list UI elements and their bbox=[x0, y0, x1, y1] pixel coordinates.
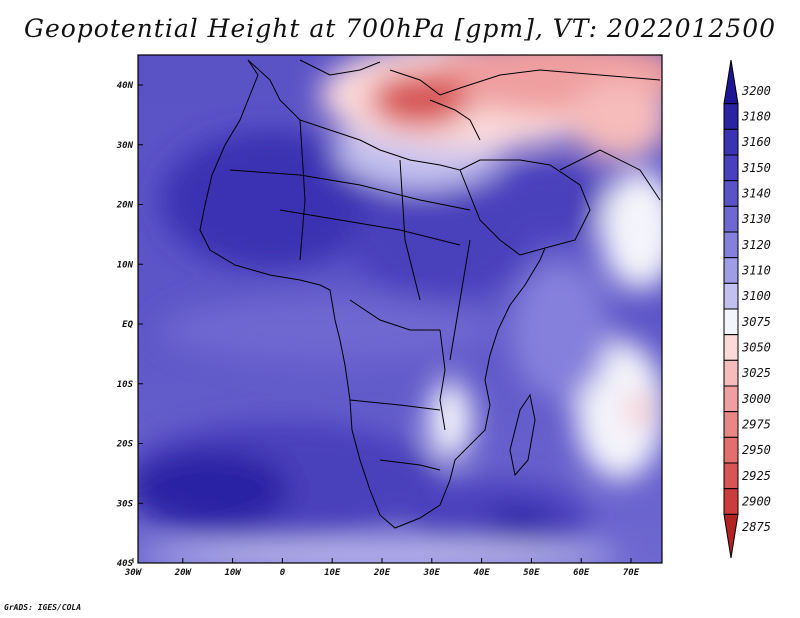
lon-label: 40E bbox=[473, 568, 490, 578]
lon-label: 30W bbox=[124, 568, 143, 578]
colorbar-label: 2975 bbox=[742, 418, 771, 432]
colorbar: 3200 3180 3160 3150 3140 3130 3120 3110 3100 3075… bbox=[723, 59, 771, 559]
colorbar-swatch bbox=[723, 205, 739, 233]
lon-label: 20W bbox=[174, 568, 193, 578]
longitude-labels: 30W 20W 10W 0 10E 20E 30E 40E 50E 60E 70E bbox=[124, 558, 640, 578]
colorbar-label: 3050 bbox=[741, 341, 771, 355]
lon-label: 10W bbox=[224, 568, 242, 578]
height-field bbox=[138, 55, 662, 563]
lat-label: 30N bbox=[116, 141, 134, 151]
colorbar-label: 2950 bbox=[742, 443, 771, 457]
colorbar-top-arrow bbox=[723, 59, 739, 105]
lat-label: 40S bbox=[117, 559, 134, 569]
colorbar-swatch bbox=[723, 436, 739, 464]
latitude-labels: 40N 30N 20N 10N EQ 10S 20S 30S 40S bbox=[116, 81, 143, 569]
colorbar-swatch bbox=[723, 385, 739, 413]
colorbar-swatch bbox=[723, 359, 739, 387]
colorbar-label: 3150 bbox=[741, 161, 771, 175]
colorbar-label: 3000 bbox=[741, 392, 771, 406]
lat-label: EQ bbox=[122, 320, 133, 330]
lon-label: 20E bbox=[373, 568, 391, 578]
colorbar-swatch bbox=[723, 462, 739, 490]
footer-credit: GrADS: IGES/COLA bbox=[4, 603, 82, 612]
lat-label: 40N bbox=[117, 81, 134, 91]
colorbar-label: 3075 bbox=[741, 315, 771, 329]
colorbar-label: 3025 bbox=[741, 366, 771, 380]
lat-label: 10N bbox=[117, 260, 134, 270]
colorbar-label: 3130 bbox=[741, 212, 771, 226]
lon-label: 0 bbox=[280, 568, 286, 578]
colorbar-label: 3140 bbox=[741, 187, 771, 201]
colorbar-swatch bbox=[723, 488, 739, 515]
colorbar-swatch bbox=[723, 180, 739, 207]
colorbar-swatch bbox=[723, 103, 739, 130]
map-frame bbox=[137, 54, 663, 564]
colorbar-swatch bbox=[723, 282, 739, 310]
colorbar-label: 2900 bbox=[742, 495, 771, 509]
lat-label: 30S bbox=[116, 499, 134, 509]
colorbar-swatch bbox=[723, 231, 739, 259]
colorbar-label: 3100 bbox=[741, 289, 771, 303]
colorbar-label: 3110 bbox=[741, 264, 771, 278]
lon-label: 70E bbox=[623, 568, 640, 578]
colorbar-label: 3160 bbox=[741, 135, 771, 149]
colorbar-label: 2875 bbox=[742, 520, 771, 534]
lat-label: 20S bbox=[116, 440, 134, 450]
map-title: Geopotential Height at 700hPa [gpm], VT:… bbox=[23, 14, 777, 43]
colorbar-swatch bbox=[723, 257, 739, 284]
colorbar-label: 3200 bbox=[741, 84, 771, 98]
lon-label: 60E bbox=[573, 568, 590, 578]
lon-label: 10E bbox=[324, 568, 341, 578]
lon-label: 50E bbox=[523, 568, 540, 578]
lat-label: 10S bbox=[117, 380, 134, 390]
colorbar-swatch bbox=[723, 411, 739, 438]
colorbar-swatch bbox=[723, 334, 739, 361]
colorbar-label: 3120 bbox=[741, 238, 771, 252]
colorbar-swatch bbox=[723, 128, 739, 156]
colorbar-label: 3180 bbox=[741, 110, 771, 124]
lat-label: 20N bbox=[116, 201, 134, 211]
colorbar-swatch bbox=[723, 154, 739, 182]
colorbar-label: 2925 bbox=[742, 469, 771, 483]
coastlines bbox=[199, 59, 661, 529]
colorbar-bottom-arrow bbox=[723, 513, 739, 559]
lon-label: 30E bbox=[423, 568, 441, 578]
colorbar-swatch bbox=[723, 308, 739, 336]
